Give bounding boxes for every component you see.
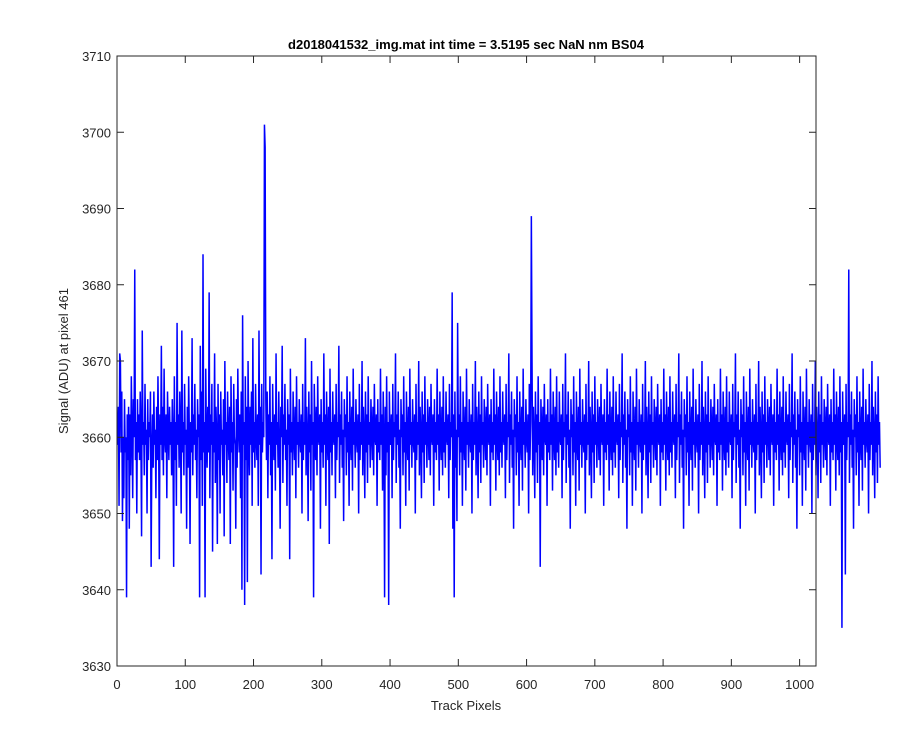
x-axis-label: Track Pixels	[431, 698, 502, 713]
x-tick-label: 800	[652, 677, 674, 692]
y-tick-label: 3670	[82, 354, 111, 369]
x-tick-label: 900	[721, 677, 743, 692]
series-line-0	[116, 124, 881, 628]
y-tick-label: 3710	[82, 49, 111, 64]
x-tick-label: 300	[311, 677, 333, 692]
y-tick-label: 3700	[82, 125, 111, 140]
y-tick-label: 3630	[82, 659, 111, 674]
x-tick-label: 100	[174, 677, 196, 692]
x-tick-label: 200	[243, 677, 265, 692]
y-axis-label: Signal (ADU) at pixel 461	[56, 288, 71, 434]
y-tick-label: 3650	[82, 507, 111, 522]
chart-title: d2018041532_img.mat int time = 3.5195 se…	[288, 37, 645, 52]
y-tick-label: 3690	[82, 202, 111, 217]
x-axis-ticks: 0 100 200 300 400 500 600 700 800 900 1000	[113, 56, 814, 692]
axes-box	[116, 55, 817, 667]
plot-area	[117, 56, 816, 666]
x-tick-label: 0	[113, 677, 120, 692]
x-tick-label: 700	[584, 677, 606, 692]
y-axis-ticks: 3630 3640 3650 3660 3670 3680 3690 3700 3710	[82, 49, 816, 674]
x-tick-label: 1000	[785, 677, 814, 692]
y-tick-label: 3680	[82, 278, 111, 293]
y-tick-label: 3660	[82, 430, 111, 445]
y-tick-label: 3640	[82, 583, 111, 598]
x-tick-label: 600	[516, 677, 538, 692]
x-tick-label: 400	[379, 677, 401, 692]
series-group	[116, 124, 881, 628]
x-tick-label: 500	[447, 677, 469, 692]
